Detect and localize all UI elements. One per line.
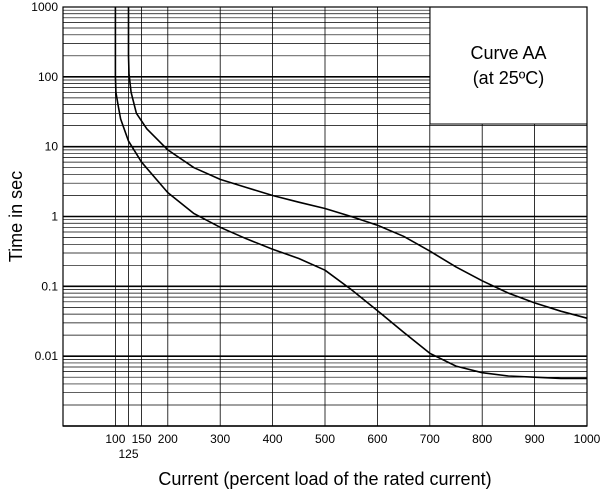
x-tick-label: 300 [210,432,230,446]
chart-title: Curve AA [470,43,546,63]
y-tick-label: 100 [38,70,58,84]
y-tick-label: 1 [51,210,58,224]
x-tick-label: 150 [132,432,152,446]
curve-series [114,7,588,380]
x-tick-label: 500 [315,432,335,446]
series-line-1 [127,7,588,319]
x-tick-label: 600 [367,432,387,446]
x-tick-label: 200 [158,432,178,446]
chart-subtitle: (at 25ºC) [473,68,545,88]
y-tick-label: 10 [45,140,59,154]
x-tick-label: 1000 [574,432,601,446]
x-tick-label: 700 [420,432,440,446]
x-axis-label: Current (percent load of the rated curre… [158,469,491,489]
x-tick-label: 400 [263,432,283,446]
x-tick-label: 900 [525,432,545,446]
y-axis-label: Time in sec [6,171,26,262]
y-tick-label: 1000 [31,0,58,14]
plot-frame [62,6,588,427]
x-tick-label: 125 [118,447,138,461]
series-line-2 [114,7,587,380]
y-tick-label: 0.01 [35,349,59,363]
legend-box: Curve AA (at 25ºC) [429,6,588,125]
x-tick-label: 100 [105,432,125,446]
y-tick-label: 0.1 [41,279,58,293]
x-tick-label: 800 [472,432,492,446]
legend-background [429,6,588,125]
y-tick-labels: 1000 100 10 1 0.1 0.01 [31,0,58,363]
